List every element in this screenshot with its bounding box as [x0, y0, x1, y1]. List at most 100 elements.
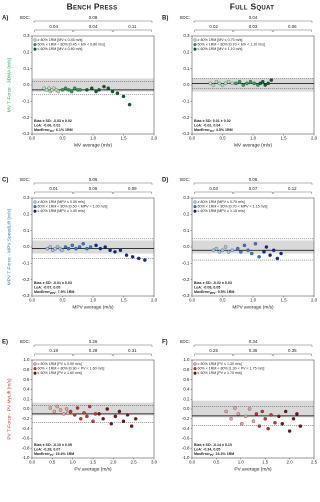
- stat-bias: Bias ± SD: -0.10 ± 0.09: [34, 443, 72, 447]
- legend-marker: [33, 362, 37, 366]
- sdc-segment: 0.04: [89, 24, 98, 29]
- y-tick-label: 0.0: [23, 82, 30, 87]
- data-point: [66, 88, 71, 92]
- data-point: [234, 81, 238, 86]
- data-point: [45, 246, 50, 251]
- sdc-bracket: [193, 20, 313, 23]
- y-tick-label: 0.1: [183, 228, 190, 233]
- stat-bias: Bias ± SD: -0.01 ± 0.03: [34, 281, 72, 285]
- data-point: [78, 88, 82, 92]
- sdc-total: 0.34: [249, 339, 258, 344]
- stat-loa: LoA: -0.34, 0.05: [194, 447, 220, 451]
- data-point: [110, 89, 115, 94]
- sdc-bracket: [34, 29, 74, 32]
- stat-max-error-label: MaxError: [34, 290, 50, 294]
- legend-label: 60% < 1RM < 80% [0.50 < MPV < 1.00 m/s]: [38, 205, 108, 209]
- y-tick-label: 0.2: [183, 211, 190, 216]
- sdc-bracket: [272, 29, 312, 32]
- data-point: [229, 417, 233, 421]
- data-point: [130, 255, 135, 259]
- y-tick-label: 0.4: [23, 387, 30, 392]
- x-tick-label: 0.0: [29, 460, 36, 465]
- data-point: [55, 245, 60, 249]
- sdc-bracket: [33, 344, 153, 347]
- data-point: [97, 412, 101, 416]
- panel-label: E): [2, 340, 8, 346]
- data-point: [121, 419, 126, 423]
- data-point: [266, 81, 270, 86]
- sdc-label: SDC:: [20, 177, 31, 182]
- data-point: [256, 83, 260, 87]
- x-tick-label: 2.0: [110, 460, 117, 465]
- data-point: [58, 408, 63, 412]
- data-point: [217, 250, 222, 254]
- data-point: [90, 86, 94, 91]
- stat-max-error-value: : 9.5% 1RM: [215, 290, 234, 294]
- stat-max-error-label: MaxError: [194, 128, 210, 132]
- x-tick-label: 0.0: [29, 136, 36, 141]
- data-point: [87, 404, 92, 409]
- sdc-bracket: [194, 353, 234, 356]
- y-tick-label: -0.1: [22, 98, 30, 103]
- data-point: [75, 406, 80, 410]
- sdc-bracket: [33, 20, 153, 23]
- x-tick-label: 0.5: [219, 298, 226, 303]
- y-tick-label: 0.1: [183, 66, 190, 71]
- x-tick-label: 1.5: [120, 136, 127, 141]
- legend-marker: [193, 209, 197, 213]
- x-tick-label: 1.5: [280, 298, 287, 303]
- sdc-segment: 0.35: [288, 348, 297, 353]
- data-point: [102, 84, 106, 89]
- sdc-total: 0.26: [89, 339, 98, 344]
- data-point: [115, 91, 120, 95]
- legend-marker: [193, 367, 197, 371]
- data-point: [79, 417, 83, 421]
- y-tick-label: -0.4: [22, 426, 30, 431]
- x-tick-label: 2.0: [151, 298, 158, 303]
- data-point: [263, 417, 267, 421]
- data-point: [124, 253, 129, 257]
- data-point: [220, 83, 225, 87]
- y-tick-label: -0.2: [182, 416, 190, 421]
- stat-bias: Bias ± SD: 0.01 ± 0.02: [194, 119, 231, 123]
- data-point: [103, 245, 107, 249]
- data-point: [97, 88, 101, 92]
- y-tick-label: 0.3: [183, 33, 190, 38]
- data-point: [52, 86, 56, 91]
- x-tick-label: 2.0: [287, 460, 294, 465]
- data-point: [291, 417, 296, 421]
- sdc-bracket: [233, 191, 273, 194]
- data-point: [118, 248, 123, 253]
- sdc-bracket: [112, 353, 152, 356]
- data-point: [85, 88, 89, 92]
- data-point: [85, 414, 89, 419]
- data-point: [241, 83, 245, 87]
- y-tick-label: 1.0: [23, 357, 30, 362]
- y-tick-label: 1.0: [183, 357, 190, 362]
- sdc-bracket: [193, 344, 313, 347]
- sdc-label: SDC:: [180, 177, 191, 182]
- stat-loa: LoA: -0.08, 0.05: [194, 285, 220, 289]
- y-tick-label: 0.3: [23, 195, 30, 200]
- data-point: [245, 81, 249, 86]
- column-title: Full Squat: [230, 1, 274, 11]
- data-point: [230, 81, 235, 86]
- data-point: [109, 421, 114, 426]
- stat-max-error: MaxErrorMV: 6.1% 1RM: [34, 128, 73, 133]
- sdc-total: 0.08: [89, 15, 98, 20]
- data-point: [287, 429, 292, 433]
- data-point: [48, 245, 53, 249]
- sdc-segment: 0.07: [249, 186, 258, 191]
- y-tick-label: -0.1: [22, 260, 30, 265]
- x-tick-label: 1.0: [90, 136, 97, 141]
- y-tick-label: 0.2: [23, 49, 30, 54]
- sdc-bracket: [33, 182, 153, 185]
- x-axis-label: MV average (m/s): [74, 142, 113, 148]
- y-tick-label: 0.0: [23, 406, 30, 411]
- data-point: [237, 79, 242, 84]
- sdc-total: 0.06: [89, 177, 98, 182]
- data-point: [266, 426, 270, 431]
- sdc-segment: 0.09: [128, 186, 137, 191]
- data-point: [298, 424, 303, 428]
